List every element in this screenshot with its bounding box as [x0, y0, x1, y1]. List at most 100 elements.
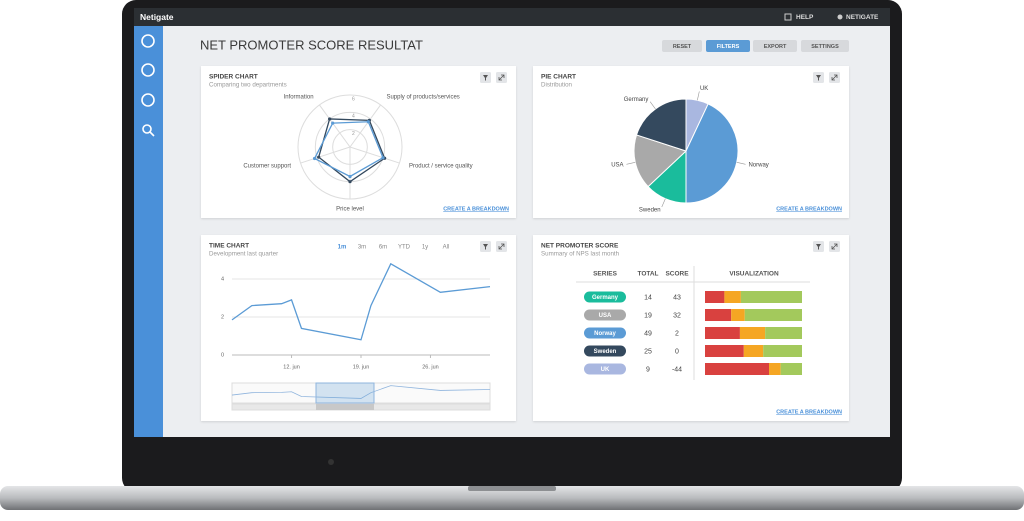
- sidebar: [134, 26, 163, 437]
- nps-segment: [743, 345, 764, 357]
- column-header: SCORE: [665, 271, 689, 278]
- nav-tools[interactable]: [141, 93, 155, 107]
- toolbar-button[interactable]: [801, 40, 849, 52]
- radar-tick-label: 2: [352, 131, 355, 137]
- nav-home[interactable]: [141, 34, 155, 48]
- total-cell: 25: [644, 348, 652, 355]
- nps-segment: [731, 309, 745, 321]
- radar-point: [312, 156, 317, 161]
- radar-spoke: [349, 146, 400, 164]
- panel-title: PIE CHART: [541, 74, 576, 81]
- breakdown-link[interactable]: CREATE A BREAKDOWN: [776, 409, 842, 415]
- nps-segment: [724, 291, 741, 303]
- expand-icon: [831, 243, 838, 250]
- range-button[interactable]: YTD: [398, 245, 411, 251]
- nps-segment: [765, 327, 802, 339]
- column-header: TOTAL: [637, 271, 658, 278]
- help-link[interactable]: HELP: [796, 14, 814, 21]
- toolbar-button[interactable]: [753, 40, 797, 52]
- radar-point: [348, 174, 352, 179]
- range-button[interactable]: 1y: [422, 245, 428, 251]
- user-menu[interactable]: NETIGATE: [846, 14, 879, 21]
- panel-title: TIME CHART: [209, 243, 249, 250]
- pie-label: Norway: [748, 163, 768, 169]
- panel-subtitle: Summary of NPS last month: [541, 251, 620, 258]
- breakdown-link[interactable]: CREATE A BREAKDOWN: [776, 206, 842, 212]
- panel-background: [201, 66, 516, 218]
- nav-reports[interactable]: [141, 63, 155, 77]
- navigator-thumb[interactable]: [316, 404, 374, 410]
- laptop-notch: [468, 486, 556, 491]
- range-button[interactable]: 1m: [338, 245, 347, 251]
- total-cell: 49: [644, 330, 652, 337]
- radar-axis-label: Product / service quality: [409, 164, 473, 170]
- panel-subtitle: Development last quarter: [209, 251, 278, 258]
- y-tick-label: 0: [221, 352, 224, 358]
- x-tick-label: 26. jun: [422, 364, 439, 370]
- series-name: Norway: [594, 331, 616, 337]
- toolbar-button-label: FILTERS: [717, 44, 740, 50]
- toolbar-button-label: SETTINGS: [811, 44, 839, 50]
- radar-tick-label: 4: [352, 114, 355, 120]
- score-cell: 43: [673, 294, 681, 301]
- pie-label: UK: [700, 86, 708, 92]
- series-name: USA: [599, 313, 612, 319]
- series-pill: [584, 291, 626, 303]
- navigator-series: [231, 385, 491, 399]
- total-cell: 9: [646, 366, 650, 373]
- toolbar-button[interactable]: [662, 40, 702, 52]
- panel-subtitle: Comparing two departments: [209, 82, 287, 89]
- nav-search[interactable]: [142, 124, 152, 134]
- series-name: Germany: [592, 295, 619, 301]
- toolbar-button-label: RESET: [673, 44, 692, 50]
- filter-icon: [483, 75, 488, 81]
- nps-segment: [780, 363, 802, 375]
- nps-segment: [705, 345, 744, 357]
- panel-title: SPIDER CHART: [209, 74, 258, 81]
- total-cell: 14: [644, 294, 652, 301]
- pie-leader: [649, 101, 656, 110]
- nps-segment: [744, 309, 802, 321]
- range-button[interactable]: All: [443, 245, 450, 251]
- score-cell: -44: [672, 366, 682, 373]
- series-pill: [584, 363, 626, 375]
- expand-icon: [498, 74, 505, 81]
- radar-series: [313, 121, 384, 178]
- x-tick-label: 12. jun: [283, 364, 300, 370]
- series-pill: [584, 309, 626, 321]
- column-header: VISUALIZATION: [729, 271, 779, 278]
- pie-slice: [635, 98, 687, 152]
- panel-subtitle: Distribution: [541, 82, 573, 89]
- score-cell: 0: [675, 348, 679, 355]
- range-button[interactable]: 3m: [358, 245, 366, 251]
- navigator-window[interactable]: [315, 382, 375, 404]
- nps-segment: [739, 327, 766, 339]
- series-pill: [584, 345, 626, 357]
- brand: Netigate: [140, 12, 174, 22]
- pie-label: Sweden: [639, 207, 661, 213]
- panel-title: NET PROMOTER SCORE: [541, 243, 619, 250]
- range-button[interactable]: 6m: [379, 245, 387, 251]
- breakdown-link[interactable]: CREATE A BREAKDOWN: [443, 206, 509, 212]
- nps-segment: [705, 363, 770, 375]
- radar-series: [317, 118, 386, 183]
- pie-leader: [661, 198, 666, 208]
- radar-point: [331, 121, 335, 125]
- pie-leader: [736, 162, 746, 165]
- laptop-base: [0, 486, 1024, 510]
- radar-spoke: [319, 104, 351, 148]
- series-name: UK: [601, 367, 610, 373]
- pie-label: Germany: [624, 97, 649, 103]
- toolbar-button[interactable]: [706, 40, 750, 52]
- radar-point: [348, 180, 352, 184]
- top-bar: [134, 8, 890, 26]
- help-icon: [784, 13, 792, 21]
- line-series: [231, 262, 491, 341]
- radar-spoke: [349, 104, 381, 148]
